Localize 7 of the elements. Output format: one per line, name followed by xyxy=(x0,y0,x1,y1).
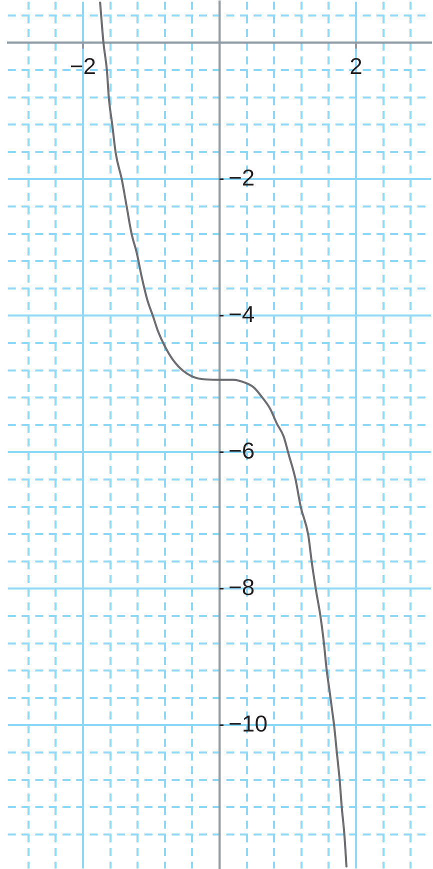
y-tick-label: −10 xyxy=(228,710,268,737)
y-tick-label: −6 xyxy=(228,438,255,464)
y-tick-label: −2 xyxy=(228,164,255,191)
x-tick-label: 2 xyxy=(350,52,362,79)
line-series xyxy=(99,2,348,868)
y-tick-label: −8 xyxy=(228,574,255,600)
y-tick-label: −4 xyxy=(228,301,255,328)
